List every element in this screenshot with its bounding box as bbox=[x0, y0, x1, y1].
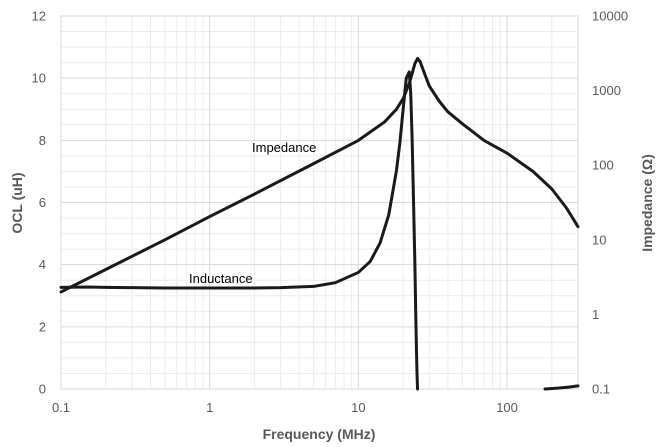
x-axis-ticks: 0.1 1 10 100 bbox=[52, 400, 518, 415]
y2-axis-title: Impedance (Ω) bbox=[639, 154, 655, 252]
inductance-curve bbox=[59, 70, 420, 391]
x-axis-title: Frequency (MHz) bbox=[263, 426, 376, 442]
plot-area-border bbox=[60, 15, 579, 390]
x-tick-label: 10 bbox=[351, 400, 365, 415]
y-tick-label: 6 bbox=[39, 195, 46, 210]
y-tick-label: 2 bbox=[39, 319, 46, 334]
series-layer bbox=[59, 56, 580, 391]
y2-tick-label: 1 bbox=[592, 307, 599, 322]
y-tick-label: 12 bbox=[32, 9, 46, 24]
y2-tick-label: 10 bbox=[592, 232, 606, 247]
y-tick-label: 8 bbox=[39, 133, 46, 148]
y2-tick-label: 10000 bbox=[592, 9, 628, 24]
inductance-tail-curve bbox=[543, 384, 580, 391]
y-tick-label: 10 bbox=[32, 71, 46, 86]
y2-tick-label: 100 bbox=[592, 158, 614, 173]
y2-axis-ticks: 0.1 1 10 100 1000 10000 bbox=[592, 9, 628, 397]
inductance-annotation: Inductance bbox=[189, 271, 253, 286]
y-tick-label: 4 bbox=[39, 257, 46, 272]
y-tick-label: 0 bbox=[39, 382, 46, 397]
y-axis-title: OCL (uH) bbox=[9, 172, 25, 233]
x-tick-label: 100 bbox=[496, 400, 518, 415]
impedance-annotation: Impedance bbox=[252, 140, 316, 155]
x-tick-label: 1 bbox=[206, 400, 213, 415]
y2-tick-label: 1000 bbox=[592, 83, 621, 98]
y-axis-ticks: 0 2 4 6 8 10 12 bbox=[32, 9, 46, 397]
x-tick-label: 0.1 bbox=[52, 400, 70, 415]
impedance-curve bbox=[59, 56, 580, 294]
y2-tick-label: 0.1 bbox=[592, 382, 610, 397]
